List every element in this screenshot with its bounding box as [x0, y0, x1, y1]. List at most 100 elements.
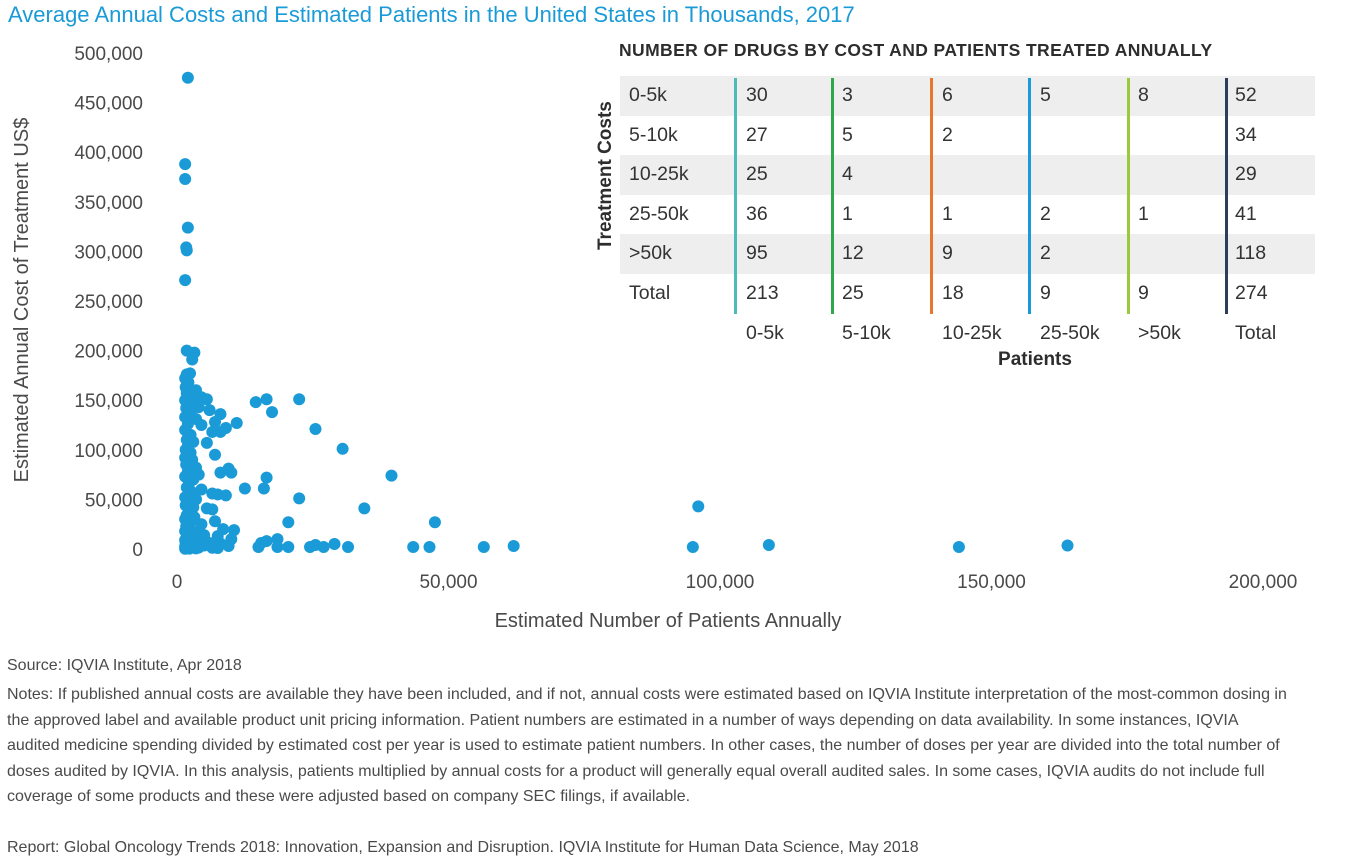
- table-cell: 1: [1138, 202, 1149, 225]
- notes: Notes: If published annual costs are ava…: [7, 686, 1287, 805]
- table-cell: 8: [1138, 84, 1149, 106]
- data-point: [179, 172, 192, 185]
- data-point: [214, 425, 227, 438]
- data-point: [342, 541, 355, 554]
- column-separator: [734, 78, 737, 314]
- data-point: [252, 541, 265, 554]
- data-point: [225, 466, 238, 479]
- data-point: [260, 393, 273, 406]
- x-tick-label: 50,000: [419, 572, 477, 593]
- column-separator: [1225, 78, 1228, 314]
- y-tick-label: 500,000: [74, 44, 143, 65]
- table-cell: 1: [842, 202, 853, 225]
- table-row: 10-25k 25 4 29: [620, 155, 1315, 195]
- data-point: [209, 448, 222, 461]
- table-cell: 29: [1235, 163, 1257, 185]
- data-point: [209, 515, 222, 528]
- data-point: [222, 540, 235, 553]
- row-label: 5-10k: [629, 123, 678, 146]
- row-label: 0-5k: [629, 84, 667, 106]
- x-axis-ticks: 0 50,000 100,000 150,000 200,000: [172, 572, 1298, 593]
- data-point: [179, 158, 192, 171]
- y-tick-label: 250,000: [74, 292, 143, 313]
- table-cell: 5: [842, 123, 853, 146]
- table-row: 5-10k 27 5 2 34: [620, 116, 1315, 156]
- data-point: [1061, 539, 1074, 552]
- table-cell: 36: [746, 202, 768, 225]
- data-point: [214, 466, 227, 479]
- table-cell: 25: [746, 163, 768, 185]
- x-axis-label: Estimated Number of Patients Annually: [495, 610, 842, 632]
- inset-row-axis-label: Treatment Costs: [595, 101, 616, 250]
- table-cell: 18: [942, 281, 964, 304]
- x-tick-label: 100,000: [686, 572, 755, 593]
- data-point: [209, 416, 222, 429]
- data-point: [385, 469, 398, 482]
- table-cell: 118: [1235, 242, 1267, 264]
- y-axis-label: Estimated Annual Cost of Treatment US$: [11, 118, 33, 483]
- data-point: [428, 516, 441, 529]
- data-point: [179, 274, 192, 287]
- data-point: [211, 542, 224, 555]
- table-cell: 274: [1235, 281, 1268, 304]
- data-point: [179, 542, 192, 555]
- table-cell: 4: [842, 163, 853, 185]
- data-point: [686, 541, 699, 554]
- data-point: [309, 422, 322, 435]
- data-point: [762, 539, 775, 552]
- y-tick-label: 100,000: [74, 441, 143, 462]
- table-cell: 52: [1235, 84, 1257, 106]
- table-cell: 34: [1235, 123, 1257, 146]
- column-header: 25-50k: [1040, 322, 1100, 344]
- data-point: [271, 541, 284, 554]
- table-cell: 41: [1235, 202, 1257, 225]
- data-point: [358, 502, 371, 515]
- table-cell: 1: [942, 202, 953, 225]
- data-point: [423, 541, 436, 554]
- row-label: 10-25k: [629, 163, 689, 185]
- data-point: [203, 404, 216, 417]
- table-row: Total 213 25 18 9 9 274: [620, 274, 1315, 314]
- table-cell: 2: [1040, 202, 1051, 225]
- inset-table-title: NUMBER OF DRUGS BY COST AND PATIENTS TRE…: [619, 40, 1213, 60]
- table-cell: 5: [1040, 84, 1051, 106]
- table-row: >50k 95 12 9 2 118: [620, 234, 1315, 274]
- y-tick-label: 50,000: [85, 490, 143, 511]
- data-point: [293, 492, 306, 505]
- column-separator: [1028, 78, 1031, 314]
- source-note: Source: IQVIA Institute, Apr 2018: [7, 657, 242, 674]
- x-tick-label: 0: [172, 572, 183, 593]
- table-cell: 2: [1040, 242, 1051, 264]
- data-point: [692, 500, 705, 513]
- report-citation: Report: Global Oncology Trends 2018: Inn…: [7, 839, 919, 856]
- table-row: 0-5k 30 3 6 5 8 52: [620, 76, 1315, 116]
- table-row: 25-50k 36 1 1 2 1 41: [620, 195, 1315, 235]
- data-point: [328, 538, 341, 551]
- y-tick-label: 350,000: [74, 193, 143, 214]
- column-header: 5-10k: [842, 322, 891, 344]
- data-point: [257, 482, 270, 495]
- table-cell: 12: [842, 242, 864, 264]
- row-label: >50k: [629, 242, 672, 264]
- data-point: [266, 406, 279, 419]
- table-cell: 9: [1138, 281, 1149, 304]
- data-point: [336, 442, 349, 455]
- data-point: [181, 71, 194, 84]
- data-point: [952, 541, 965, 554]
- data-point: [317, 541, 330, 554]
- y-tick-label: 450,000: [74, 94, 143, 115]
- column-header: 10-25k: [942, 322, 1002, 344]
- column-header: 0-5k: [746, 322, 784, 344]
- scatter-points: [179, 71, 1074, 555]
- data-point: [186, 353, 199, 366]
- table-cell: 2: [942, 123, 953, 146]
- scatter-plot: 050,000100,000150,000200,000250,000300,0…: [11, 44, 1298, 632]
- column-header: >50k: [1138, 322, 1181, 344]
- data-point: [195, 483, 208, 496]
- data-point: [230, 417, 243, 430]
- data-point: [181, 221, 194, 234]
- data-point: [195, 419, 208, 431]
- y-tick-label: 0: [132, 540, 143, 561]
- row-label: Total: [629, 281, 671, 304]
- data-point: [507, 540, 520, 553]
